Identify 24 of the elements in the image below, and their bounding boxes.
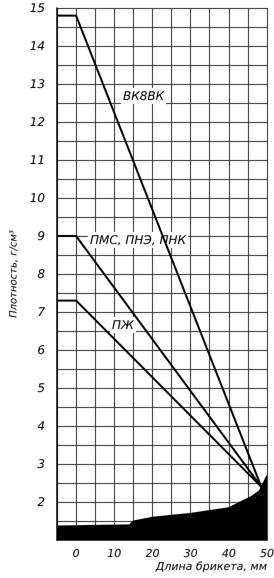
y-tick-label: 6 xyxy=(37,343,46,357)
x-tick-label: 50 xyxy=(260,547,274,560)
y-tick-label: 10 xyxy=(30,191,46,205)
annotation: ПЖ xyxy=(112,318,136,332)
y-tick-label: 8 xyxy=(37,267,46,281)
x-tick-label: 30 xyxy=(184,547,198,560)
y-tick-label: 7 xyxy=(37,305,46,319)
x-tick-label: 10 xyxy=(107,547,122,560)
y-tick-label: 9 xyxy=(37,229,45,243)
x-tick-label: 0 xyxy=(72,547,80,560)
y-tick-label: 3 xyxy=(37,457,45,471)
y-tick-label: 12 xyxy=(30,115,45,129)
y-tick-label: 5 xyxy=(37,381,45,395)
y-tick-label: 11 xyxy=(30,153,45,167)
x-tick-label: 40 xyxy=(222,547,236,560)
y-axis-title: Плотность, г/см³ xyxy=(8,230,20,318)
x-tick-label: 20 xyxy=(145,547,160,560)
x-axis-title: Длина брикета, мм xyxy=(154,560,267,573)
y-tick-label: 15 xyxy=(30,1,45,15)
y-tick-label: 14 xyxy=(30,39,45,53)
y-tick-label: 13 xyxy=(30,77,45,91)
y-tick-label: 2 xyxy=(37,495,45,509)
y-tick-label: 4 xyxy=(37,419,45,433)
annotation: ВК8ВК xyxy=(123,89,165,103)
